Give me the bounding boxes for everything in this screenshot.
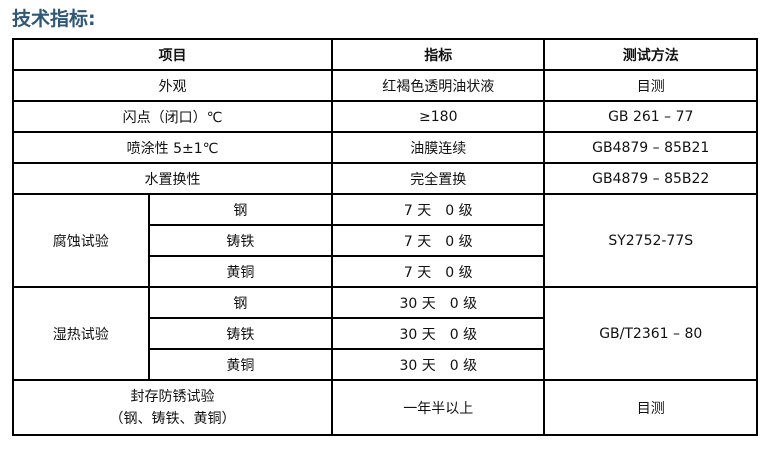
- cell-value: 油膜连续: [331, 131, 546, 164]
- cell-item: 封存防锈试验 （钢、铸铁、黄铜）: [11, 379, 334, 436]
- cell-method: 目测: [543, 69, 758, 102]
- cell-value: 红褐色透明油状液: [331, 69, 546, 102]
- cell-item: 外观: [11, 69, 334, 102]
- cell-method: GB 261 – 77: [543, 100, 758, 133]
- table-row: 闪点（闭口）℃ ≥180 GB 261 – 77: [11, 100, 758, 133]
- table-row: 铸铁 7 天 0 级: [13, 224, 757, 257]
- table-row: 黄铜 7 天 0 级: [13, 255, 757, 288]
- cell-value: 30 天 0 级: [331, 317, 546, 350]
- header-method: 测试方法: [543, 38, 758, 71]
- header-item: 项目: [11, 38, 334, 71]
- cell-value: 7 天 0 级: [331, 193, 546, 226]
- cell-metal: 钢: [147, 193, 334, 226]
- cell-group-label: 湿热试验: [12, 286, 150, 381]
- cell-value: 30 天 0 级: [331, 286, 546, 319]
- cell-method: GB/T2361 – 80: [543, 286, 758, 381]
- cell-item: 水置换性: [11, 162, 334, 195]
- cell-metal: 黄铜: [147, 255, 334, 288]
- cell-item: 喷涂性 5±1℃: [11, 131, 334, 164]
- table-row: 湿热试验 钢 30 天 0 级 GB/T2361 – 80: [12, 286, 758, 381]
- cell-method: GB4879 – 85B22: [543, 162, 758, 195]
- table-row: 封存防锈试验 （钢、铸铁、黄铜） 一年半以上 目测: [11, 379, 758, 436]
- cell-method: 目测: [543, 379, 758, 436]
- cell-metal: 铸铁: [147, 317, 334, 350]
- storage-label: 封存防锈试验: [130, 388, 215, 405]
- header-value: 指标: [331, 38, 546, 71]
- section-title: 技术指标:: [12, 8, 96, 30]
- table-row: 水置换性 完全置换 GB4879 – 85B22: [11, 162, 758, 195]
- table-row: 外观 红褐色透明油状液 目测: [11, 69, 758, 102]
- cell-method: GB4879 – 85B21: [543, 131, 758, 164]
- cell-value: ≥180: [331, 100, 546, 133]
- table-header: 项目 指标 测试方法: [11, 38, 758, 71]
- cell-group-label: 腐蚀试验: [12, 193, 150, 288]
- table-row: 黄铜 30 天 0 级: [13, 348, 757, 381]
- spec-table: 项目 指标 测试方法 外观 红褐色透明油状液 目测 闪点（闭口）℃ ≥180 GB 26…: [11, 38, 758, 436]
- table-row: 喷涂性 5±1℃ 油膜连续 GB4879 – 85B21: [11, 131, 758, 164]
- cell-value: 7 天 0 级: [331, 255, 546, 288]
- cell-metal: 铸铁: [147, 224, 334, 257]
- cell-value: 30 天 0 级: [331, 348, 546, 381]
- storage-sublabel: （钢、铸铁、黄铜）: [109, 410, 236, 427]
- cell-value: 一年半以上: [331, 379, 546, 436]
- cell-value: 7 天 0 级: [331, 224, 546, 257]
- cell-item: 闪点（闭口）℃: [11, 100, 334, 133]
- table-row: 铸铁 30 天 0 级: [13, 317, 757, 350]
- table-row: 腐蚀试验 钢 7 天 0 级 SY2752-77S: [12, 193, 758, 288]
- cell-value: 完全置换: [331, 162, 546, 195]
- cell-method: SY2752-77S: [543, 193, 758, 288]
- cell-metal: 黄铜: [147, 348, 334, 381]
- cell-metal: 钢: [147, 286, 334, 319]
